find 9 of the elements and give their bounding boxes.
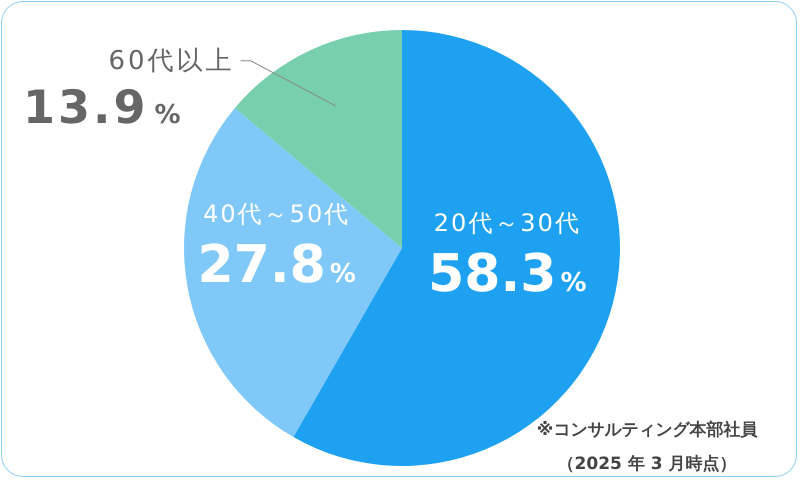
slice-label: 20代～30代 [434,209,581,238]
data-label: 13.9% [23,80,181,134]
slice-label: 60代以上 [108,46,235,76]
slice-label: 40代～50代 [203,200,350,228]
text: ※コンサルティング本部社員 [536,419,758,441]
pie-slice [184,108,402,438]
data-label: 58.3% [428,244,587,304]
data-label: 27.8% [197,235,356,296]
text: （2025 年 3 月時点） [556,453,738,475]
